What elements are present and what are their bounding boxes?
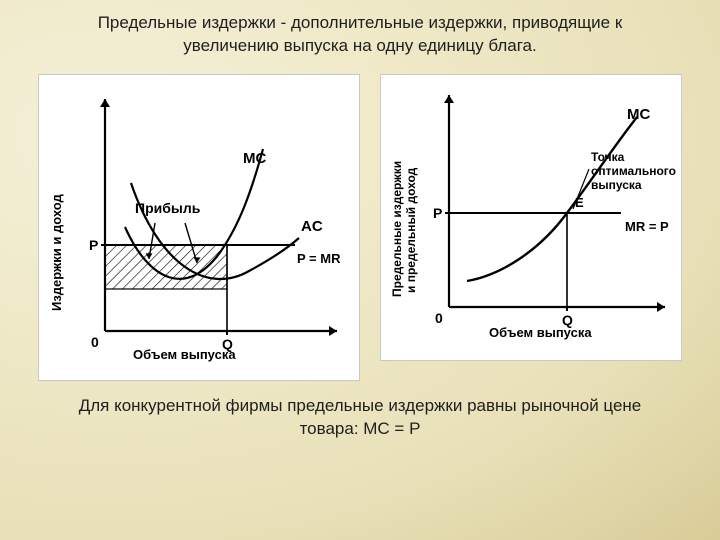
svg-text:P: P: [89, 237, 98, 253]
bottom-caption: Для конкурентной фирмы предельные издерж…: [0, 395, 720, 441]
svg-text:Точка: Точка: [591, 150, 625, 164]
chart-left-svg: MCACP = MRПрибыльPQ0Объем выпускаИздержк…: [39, 75, 359, 375]
svg-text:Издержки и доход: Издержки и доход: [49, 193, 64, 311]
svg-text:E: E: [575, 195, 584, 210]
chart-right: MCMR = PEТочкаоптимальноговыпускаPQ0Объе…: [380, 74, 682, 361]
svg-text:0: 0: [91, 334, 99, 350]
svg-text:MC: MC: [627, 106, 650, 123]
svg-text:MR = P: MR = P: [625, 219, 669, 234]
svg-text:0: 0: [435, 310, 443, 326]
svg-text:MC: MC: [243, 150, 266, 167]
top-caption: Предельные издержки - дополнительные изд…: [0, 0, 720, 66]
svg-text:Объем выпуска: Объем выпуска: [489, 325, 592, 340]
svg-text:P = MR: P = MR: [297, 251, 341, 266]
svg-text:Прибыль: Прибыль: [135, 200, 201, 216]
chart-right-svg: MCMR = PEТочкаоптимальноговыпускаPQ0Объе…: [381, 75, 681, 355]
top-line1: Предельные издержки - дополнительные изд…: [98, 13, 623, 32]
svg-text:AC: AC: [301, 218, 323, 235]
chart-left: MCACP = MRПрибыльPQ0Объем выпускаИздержк…: [38, 74, 360, 381]
svg-text:оптимального: оптимального: [591, 164, 676, 178]
top-line2: увеличению выпуска на одну единицу блага…: [183, 36, 536, 55]
svg-text:Предельные издержки: Предельные издержки: [390, 161, 404, 297]
svg-text:выпуска: выпуска: [591, 178, 642, 192]
svg-text:и предельный доход: и предельный доход: [404, 167, 418, 293]
svg-text:Объем выпуска: Объем выпуска: [133, 347, 236, 362]
charts-container: MCACP = MRПрибыльPQ0Объем выпускаИздержк…: [0, 74, 720, 381]
svg-text:P: P: [433, 205, 442, 221]
bottom-line1: Для конкурентной фирмы предельные издерж…: [79, 396, 642, 415]
bottom-line2: товара: МС = Р: [300, 419, 421, 438]
